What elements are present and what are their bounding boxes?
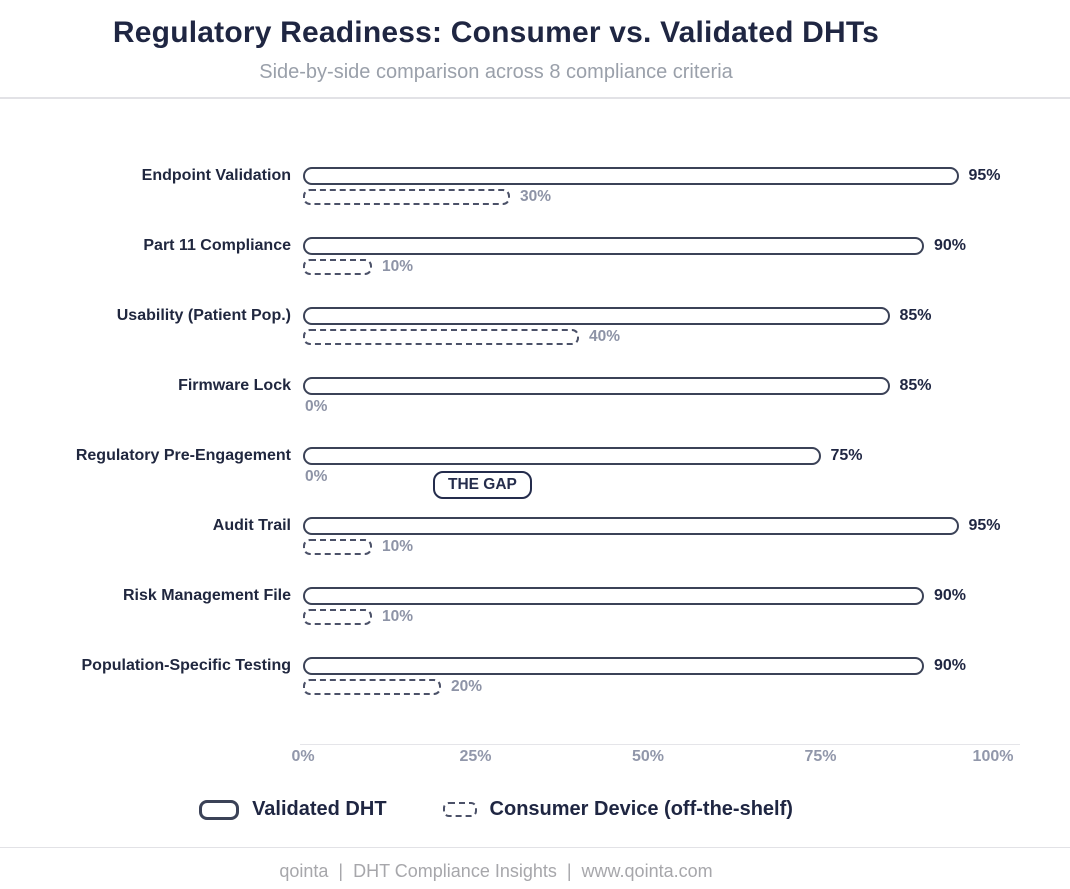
bar-validated-dht [303, 237, 924, 255]
bar-validated-dht [303, 307, 890, 325]
x-axis-tick-label: 25% [459, 748, 492, 765]
x-axis-tick-label: 75% [804, 748, 837, 765]
bar-consumer-device [303, 679, 441, 695]
solid-bar-swatch-icon [199, 799, 240, 820]
value-label-validated: 90% [934, 587, 967, 604]
bar-consumer-device [303, 259, 372, 275]
value-label-consumer: 30% [520, 188, 552, 205]
bar-validated-dht [303, 447, 821, 465]
value-label-consumer: 10% [382, 258, 414, 275]
legend-label: Consumer Device (off-the-shelf) [489, 798, 793, 820]
footer-divider [0, 847, 1070, 848]
legend-item: Consumer Device (off-the-shelf) [442, 798, 793, 821]
value-label-consumer: 40% [589, 328, 621, 345]
bar-validated-dht [303, 167, 959, 185]
value-label-validated: 95% [968, 517, 1001, 534]
category-label: Population-Specific Testing [81, 657, 292, 674]
value-label-consumer: 0% [305, 468, 328, 485]
value-label-validated: 90% [934, 237, 967, 254]
x-axis-tick-label: 100% [972, 748, 1014, 765]
category-label: Endpoint Validation [141, 167, 291, 184]
category-label: Risk Management File [122, 587, 291, 604]
value-label-consumer: 10% [382, 608, 414, 625]
bar-consumer-device [303, 609, 372, 625]
legend: Validated DHT Consumer Device (off-the-sh… [0, 798, 992, 821]
dashed-bar-swatch-icon [442, 802, 477, 817]
legend-label: Validated DHT [252, 798, 387, 820]
x-axis-tick-label: 50% [631, 748, 665, 765]
chart-subtitle: Side-by-side comparison across 8 complia… [259, 61, 733, 83]
value-label-consumer: 20% [451, 678, 483, 695]
value-label-validated: 85% [899, 377, 932, 394]
bar-validated-dht [303, 587, 924, 605]
bar-consumer-device [303, 539, 372, 555]
category-label: Usability (Patient Pop.) [116, 307, 291, 324]
bar-consumer-device [303, 329, 579, 345]
x-axis-line [300, 744, 1020, 745]
bar-validated-dht [303, 657, 924, 675]
header-divider [0, 97, 1070, 99]
x-axis-tick-label: 0% [291, 748, 315, 765]
bar-validated-dht [303, 377, 890, 395]
value-label-validated: 85% [899, 307, 932, 324]
value-label-validated: 90% [934, 657, 967, 674]
category-label: Audit Trail [212, 517, 291, 534]
gap-annotation: THE GAP [433, 471, 532, 499]
bar-validated-dht [303, 517, 959, 535]
category-label: Firmware Lock [178, 377, 291, 394]
category-label: Regulatory Pre-Engagement [75, 447, 291, 464]
value-label-consumer: 10% [382, 538, 414, 555]
legend-item: Validated DHT [199, 798, 387, 821]
footer-branding: qointa | DHT Compliance Insights | www.q… [279, 861, 713, 881]
chart-title: Regulatory Readiness: Consumer vs. Valid… [112, 16, 880, 49]
value-label-validated: 95% [968, 167, 1001, 184]
category-label: Part 11 Compliance [143, 237, 291, 254]
bar-consumer-device [303, 189, 510, 205]
value-label-validated: 75% [830, 447, 863, 464]
value-label-consumer: 0% [305, 398, 328, 415]
